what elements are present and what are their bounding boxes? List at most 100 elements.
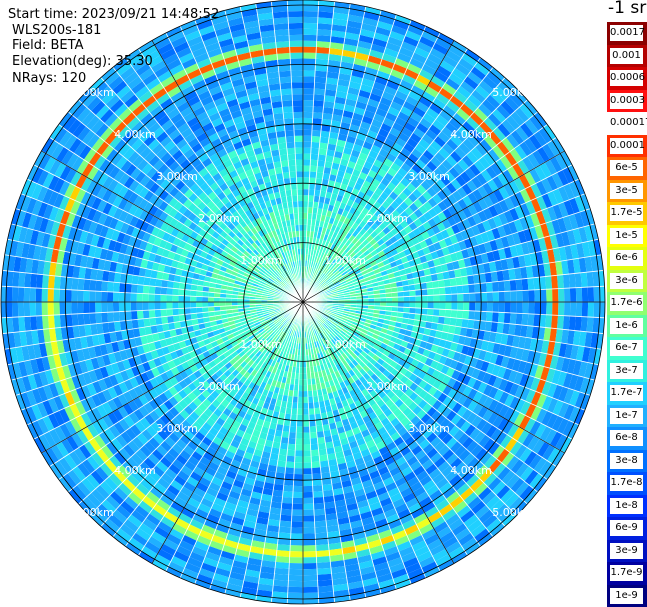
- sector-cell: [479, 273, 487, 284]
- sector-cell: [157, 521, 173, 534]
- sector-cell: [184, 529, 200, 541]
- sector-cell: [76, 348, 85, 362]
- sector-cell: [311, 461, 321, 469]
- sector-cell: [221, 357, 230, 366]
- sector-cell: [226, 289, 233, 295]
- sector-cell: [375, 133, 387, 144]
- sector-cell: [268, 290, 275, 295]
- sector-cell: [409, 460, 422, 472]
- sector-cell: [115, 262, 123, 274]
- sector-cell: [399, 268, 407, 276]
- sector-cell: [564, 245, 573, 261]
- sector-cell: [314, 183, 322, 191]
- sector-cell: [92, 507, 109, 523]
- sector-cell: [482, 219, 492, 232]
- sector-cell: [500, 333, 509, 346]
- sector-cell: [586, 271, 594, 288]
- sector-cell: [268, 345, 274, 352]
- sector-cell: [326, 271, 333, 277]
- sector-cell: [138, 523, 155, 537]
- sector-cell: [164, 410, 175, 422]
- sector-cell: [468, 283, 476, 294]
- sector-cell: [63, 454, 78, 470]
- sector-cell: [88, 245, 97, 258]
- ray-separator: [2, 301, 304, 334]
- sector-cell: [338, 339, 346, 347]
- sector-cell: [174, 373, 184, 383]
- sector-cell: [23, 287, 31, 302]
- sector-cell: [156, 347, 165, 358]
- sector-cell: [59, 423, 72, 439]
- sector-cell: [437, 200, 448, 212]
- sector-cell: [359, 228, 367, 236]
- sector-cell: [471, 367, 481, 380]
- sector-cell: [330, 312, 337, 317]
- sector-cell: [320, 325, 326, 331]
- sector-cell: [414, 352, 423, 362]
- sector-cell: [276, 343, 282, 350]
- sector-cell: [1, 317, 8, 334]
- sector-cell: [160, 472, 174, 485]
- sector-cell: [134, 336, 143, 347]
- sector-cell: [372, 81, 387, 92]
- sector-cell: [337, 276, 345, 282]
- sector-cell: [580, 316, 588, 332]
- ray-separator: [302, 301, 397, 590]
- sector-cell: [326, 255, 333, 263]
- sector-cell: [325, 269, 331, 276]
- sector-cell: [356, 95, 370, 105]
- sector-cell: [314, 407, 321, 415]
- sector-cell: [562, 420, 575, 437]
- sector-cell: [213, 573, 230, 584]
- sector-cell: [353, 247, 361, 255]
- sector-cell: [322, 172, 331, 180]
- sector-cell: [402, 261, 411, 269]
- sector-cell: [415, 158, 427, 170]
- sector-cell: [119, 523, 136, 538]
- sector-cell: [334, 370, 341, 378]
- sector-cell: [329, 198, 337, 206]
- sector-cell: [243, 413, 253, 422]
- sector-cell: [463, 336, 472, 347]
- sector-cell: [138, 394, 149, 406]
- sector-cell: [226, 354, 234, 362]
- sector-cell: [183, 430, 195, 441]
- sector-cell: [199, 328, 207, 336]
- sector-cell: [39, 217, 49, 233]
- sector-cell: [318, 279, 325, 286]
- sector-cell: [370, 430, 381, 440]
- sector-cell: [315, 347, 320, 354]
- sector-cell: [296, 426, 303, 433]
- sector-cell: [340, 316, 348, 322]
- sector-cell: [552, 288, 559, 302]
- sector-cell: [394, 476, 407, 488]
- sector-cell: [417, 224, 427, 234]
- sector-cell: [342, 344, 350, 351]
- sector-cell: [474, 61, 490, 76]
- sector-cell: [322, 203, 330, 211]
- sector-cell: [317, 394, 324, 402]
- sector-cell: [315, 377, 321, 385]
- sector-cell: [487, 112, 502, 128]
- sector-cell: [534, 302, 541, 315]
- sector-cell: [393, 422, 404, 432]
- sector-cell: [454, 231, 464, 243]
- sector-cell: [269, 322, 276, 329]
- sector-cell: [303, 171, 310, 178]
- sector-cell: [232, 434, 243, 444]
- sector-cell: [107, 352, 117, 365]
- sector-cell: [457, 394, 468, 406]
- sector-cell: [211, 502, 225, 513]
- sector-cell: [445, 154, 458, 167]
- sector-cell: [502, 169, 514, 184]
- sector-cell: [107, 311, 114, 323]
- sector-cell: [562, 274, 570, 289]
- sector-cell: [344, 333, 352, 340]
- sector-cell: [498, 199, 510, 213]
- sector-cell: [397, 84, 411, 96]
- sector-cell: [474, 283, 481, 293]
- sector-cell: [312, 323, 317, 330]
- sector-cell: [469, 255, 478, 267]
- sector-cell: [442, 449, 455, 461]
- sector-cell: [520, 202, 531, 217]
